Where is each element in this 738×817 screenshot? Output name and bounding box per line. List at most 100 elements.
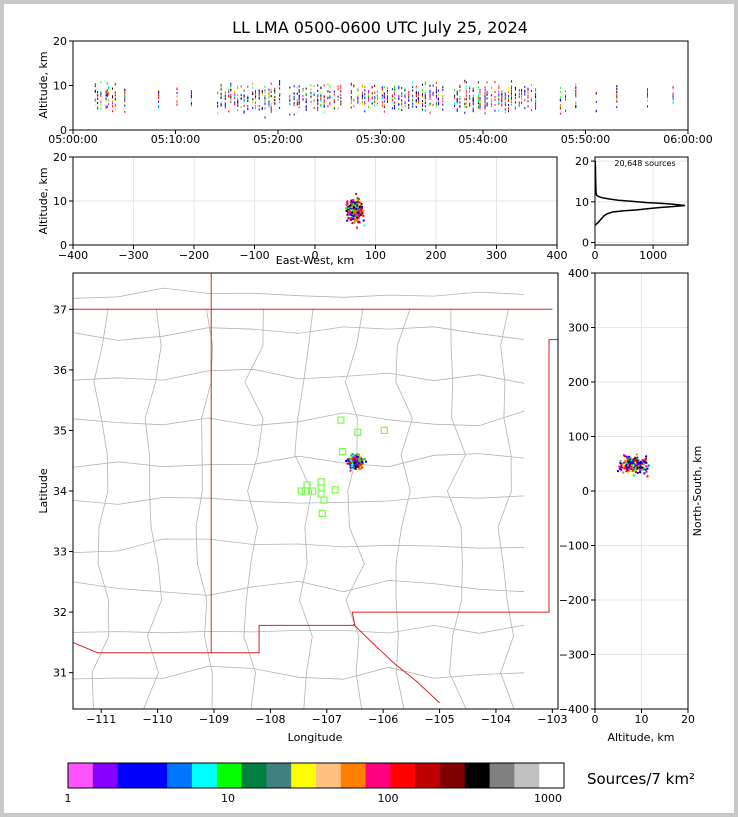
source-dot — [94, 98, 96, 100]
source-dot — [361, 91, 363, 94]
source-dot — [124, 95, 126, 98]
source-dot — [313, 91, 315, 94]
source-dot — [270, 95, 272, 98]
colorbar-cell — [539, 763, 565, 788]
source-dot — [527, 89, 529, 92]
source-dot — [454, 103, 456, 106]
source-dot — [381, 104, 383, 107]
source-dot — [511, 87, 512, 90]
source-dot — [361, 95, 363, 98]
source-dot — [391, 107, 393, 110]
source-dot — [511, 96, 512, 99]
source-dot — [371, 92, 373, 95]
source-dot — [356, 216, 358, 219]
source-dot — [494, 81, 496, 84]
source-dot — [672, 95, 674, 98]
source-dot — [220, 90, 222, 93]
source-dot — [432, 92, 434, 95]
source-dot — [422, 94, 423, 97]
source-dot — [349, 462, 352, 464]
source-dot — [501, 94, 503, 97]
source-dot — [320, 94, 322, 97]
source-dot — [355, 461, 357, 464]
source-dot — [459, 89, 461, 92]
source-dot — [620, 468, 623, 471]
source-dot — [320, 91, 322, 94]
colorbar-tick-label: 1 — [65, 792, 72, 805]
station-marker — [331, 486, 339, 494]
source-dot — [491, 94, 493, 97]
source-dot — [329, 94, 331, 97]
source-dot — [357, 211, 360, 214]
source-dot — [100, 103, 102, 106]
source-dot — [356, 204, 359, 207]
source-dot — [279, 98, 281, 101]
source-dot — [465, 92, 467, 95]
source-dot — [387, 96, 388, 99]
source-dot — [361, 103, 363, 106]
source-dot — [498, 84, 500, 87]
source-dot — [289, 103, 291, 106]
source-dot — [638, 466, 641, 469]
source-dot — [317, 106, 319, 109]
source-dot — [346, 462, 349, 465]
source-dot — [432, 104, 434, 106]
source-dot — [327, 97, 329, 100]
source-dot — [647, 95, 648, 98]
source-dot — [190, 100, 192, 102]
histogram-frame — [594, 156, 689, 246]
source-dot — [417, 91, 419, 94]
source-dot — [472, 103, 474, 106]
colorbar-cell — [340, 763, 367, 788]
source-dot — [422, 93, 423, 96]
source-dot — [347, 217, 350, 220]
source-dot — [358, 462, 361, 465]
source-dot — [293, 92, 295, 95]
source-dot — [616, 470, 619, 473]
source-dot — [261, 107, 263, 110]
source-dot — [296, 90, 298, 93]
source-dot — [521, 97, 523, 100]
source-dot — [114, 83, 116, 85]
source-dot — [636, 461, 639, 464]
source-dot — [638, 464, 641, 467]
colorbar-tick-label: 100 — [378, 792, 399, 805]
source-dot — [398, 103, 400, 106]
source-dot — [484, 97, 486, 100]
source-dot — [358, 206, 361, 209]
source-dot — [464, 98, 466, 101]
source-dot — [329, 85, 331, 88]
source-dot — [354, 455, 357, 458]
source-dot — [289, 86, 291, 89]
source-dot — [404, 87, 406, 90]
source-dot — [404, 95, 406, 98]
source-dot — [293, 95, 295, 98]
source-dot — [415, 93, 417, 96]
source-dot — [274, 87, 276, 90]
source-dot — [508, 107, 509, 110]
source-dot — [383, 103, 385, 106]
source-dot — [264, 86, 266, 89]
source-dot — [350, 217, 353, 220]
source-dot — [498, 95, 500, 98]
source-dot — [220, 95, 222, 98]
source-dot — [356, 464, 358, 467]
source-dot — [527, 94, 529, 97]
source-dot — [270, 82, 272, 85]
source-dot — [279, 101, 281, 104]
source-dot — [106, 92, 108, 94]
source-dot — [616, 91, 618, 93]
x-tick-label: 05:50:00 — [561, 133, 610, 146]
source-dot — [124, 98, 126, 101]
y-tick-label: 0 — [582, 485, 589, 498]
source-dot — [498, 98, 500, 101]
source-dot — [220, 92, 222, 95]
source-dot — [504, 108, 506, 111]
source-dot — [521, 92, 523, 95]
source-dot — [237, 87, 239, 89]
source-dot — [349, 201, 352, 204]
source-dot — [264, 107, 266, 110]
source-dot — [514, 86, 516, 89]
source-dot — [350, 459, 353, 462]
source-dot — [106, 82, 108, 85]
